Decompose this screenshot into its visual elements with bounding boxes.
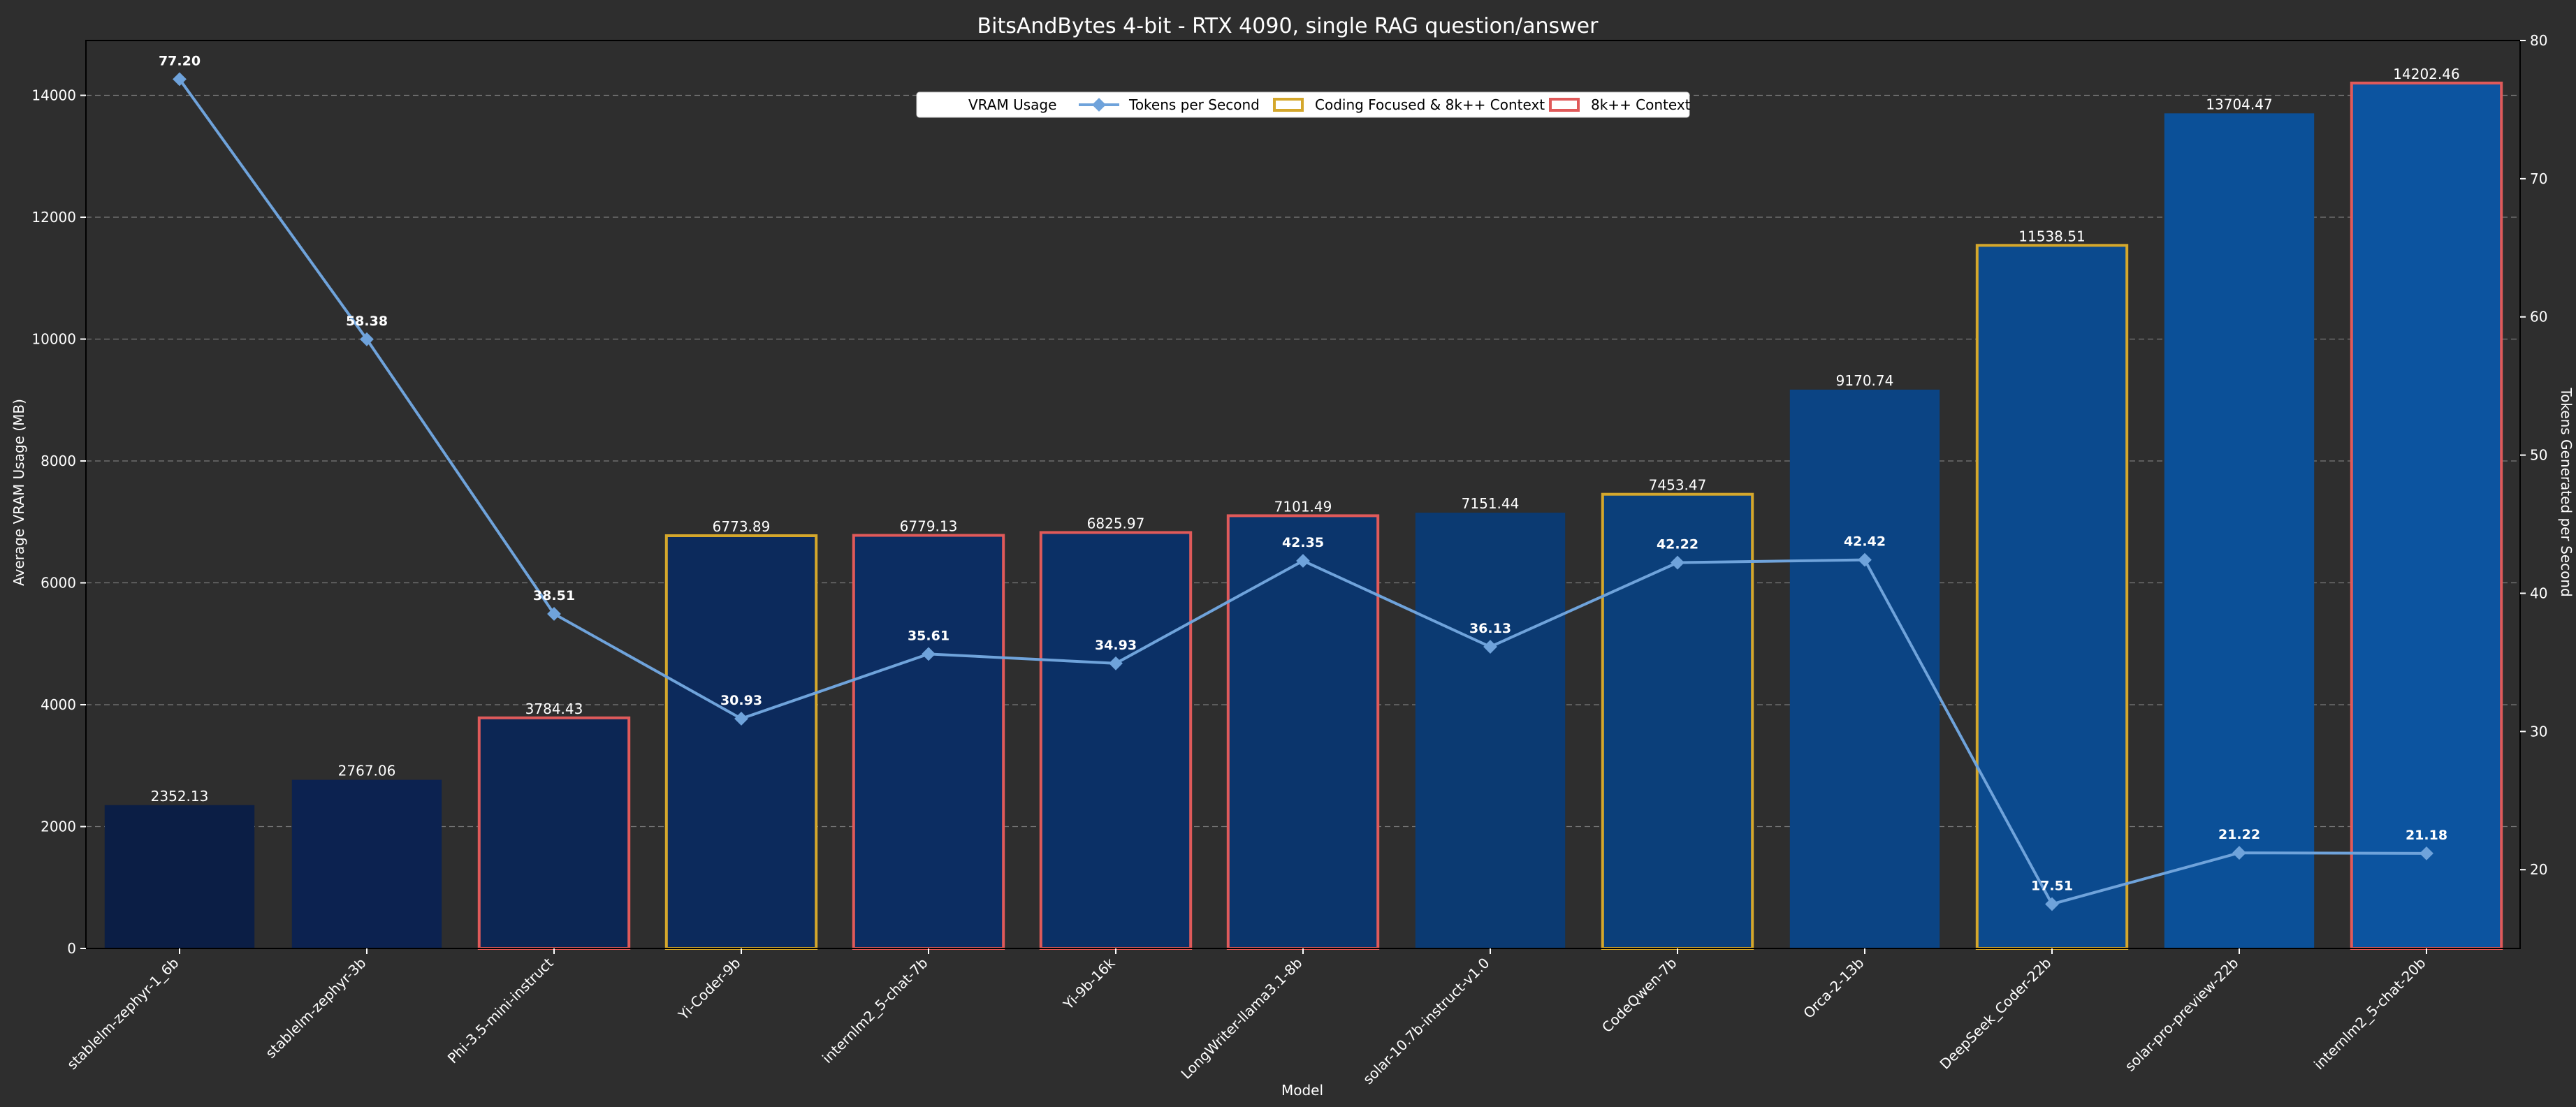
chart-title: BitsAndBytes 4-bit - RTX 4090, single RA…: [977, 14, 1599, 38]
bar-value-label: 7151.44: [1462, 495, 1520, 512]
tokens-point: [547, 607, 561, 621]
bar-solar-pro-preview-22b: [2164, 113, 2315, 948]
bar-stablelm-zephyr-3b: [291, 779, 442, 948]
tokens-value-label: 42.42: [1844, 534, 1886, 550]
bar-value-label: 7101.49: [1274, 498, 1332, 515]
bar-CodeQwen-7b: [1601, 492, 1754, 950]
y2-tick-label: 40: [2530, 585, 2547, 601]
bar-value-label: 2767.06: [338, 763, 396, 779]
tokens-line-group: 77.20 58.38 38.51 30.93 35.61 34.93 42.35 36.13…: [159, 53, 2447, 911]
tokens-point: [1296, 554, 1310, 568]
tokens-value-label: 34.93: [1095, 638, 1137, 653]
tokens-value-label: 21.22: [2218, 827, 2260, 842]
legend: VRAM Usage Tokens per Second Coding Focuse…: [916, 91, 1691, 118]
bar-value-label: 11538.51: [2018, 228, 2085, 244]
legend-swatch-marker: [1092, 98, 1106, 112]
bar-DeepSeek_Coder-22b: [1975, 244, 2129, 950]
y-tick-label: 0: [67, 940, 76, 957]
y2-tick-label: 80: [2530, 32, 2547, 49]
legend-label: Tokens per Second: [1128, 96, 1260, 113]
tokens-point: [1671, 555, 1684, 570]
legend-swatch-bar: [921, 99, 946, 110]
bar-value-label: 3784.43: [525, 701, 583, 717]
y-tick-label: 6000: [41, 575, 76, 592]
tokens-value-label: 42.35: [1282, 535, 1324, 550]
legend-label: Coding Focused & 8k++ Context: [1315, 96, 1545, 113]
y-tick-label: 2000: [41, 819, 76, 835]
bar-value-label: 7453.47: [1649, 477, 1707, 494]
bar-Yi-Coder-9b: [664, 534, 818, 950]
bar-Orca-2-13b: [1789, 389, 1940, 948]
tokens-value-label: 38.51: [533, 588, 575, 603]
legend-label: 8k++ Context: [1591, 96, 1691, 113]
legend-swatch-outline: [1273, 98, 1304, 112]
bar-value-label: 14202.46: [2393, 66, 2459, 82]
y2-tick-label: 50: [2530, 447, 2547, 464]
tokens-value-label: 35.61: [908, 628, 949, 643]
bar-stablelm-zephyr-1_6b: [104, 805, 255, 948]
y-tick-label: 8000: [41, 453, 76, 469]
y-axis-label: Average VRAM Usage (MB): [10, 399, 27, 586]
y2-tick-label: 60: [2530, 309, 2547, 325]
bar-internlm2_5-chat-7b: [852, 534, 1005, 950]
tokens-point: [1483, 640, 1497, 654]
bar-internlm2_5-chat-20b: [2350, 81, 2503, 950]
bar-value-label: 2352.13: [151, 788, 209, 805]
legend-label: VRAM Usage: [968, 96, 1056, 113]
tokens-value-label: 17.51: [2031, 878, 2073, 893]
bar-value-label: 6825.97: [1087, 515, 1145, 531]
tokens-point: [2045, 897, 2059, 911]
bar-Phi-3.5-mini-instruct: [477, 716, 631, 950]
y2-tick-label: 70: [2530, 170, 2547, 187]
legend-swatch-outline: [1549, 98, 1580, 112]
tokens-value-label: 21.18: [2406, 828, 2447, 843]
bar-value-label: 13704.47: [2206, 96, 2272, 112]
bar-value-label: 6779.13: [900, 518, 958, 535]
y2-tick-label: 20: [2530, 861, 2547, 878]
bar-Yi-9b-16k: [1039, 531, 1193, 950]
bar-LongWriter-llama3.1-8b: [1226, 514, 1380, 950]
x-axis-label: Model: [1281, 1082, 1323, 1099]
y-tick-label: 14000: [31, 87, 76, 104]
tokens-value-label: 77.20: [159, 53, 201, 68]
tokens-point: [2419, 846, 2433, 860]
y2-axis-label: Tokens Generated per Second: [2558, 387, 2575, 596]
tokens-value-label: 42.22: [1657, 537, 1698, 552]
bar-labels-group: 2352.13 2767.06 3784.43 6773.89 6779.13 6825.…: [151, 66, 2460, 805]
y-tick-label: 12000: [31, 209, 76, 226]
tokens-point: [922, 647, 936, 661]
y2-tick-label: 30: [2530, 723, 2547, 740]
y-tick-label: 10000: [31, 331, 76, 348]
tokens-point: [1109, 656, 1123, 670]
tokens-value-label: 36.13: [1469, 621, 1511, 636]
tokens-point: [173, 72, 187, 87]
bar-solar-10.7b-instruct-v1.0: [1415, 513, 1566, 948]
tokens-value-label: 30.93: [720, 693, 762, 708]
tokens-point: [2232, 846, 2246, 860]
bars-group: [104, 81, 2503, 950]
y-tick-label: 4000: [41, 696, 76, 713]
bar-value-label: 9170.74: [1836, 372, 1894, 389]
tokens-value-label: 58.38: [346, 314, 388, 329]
tokens-point: [360, 332, 374, 346]
tokens-point: [1858, 552, 1872, 567]
bar-value-label: 6773.89: [713, 518, 771, 535]
